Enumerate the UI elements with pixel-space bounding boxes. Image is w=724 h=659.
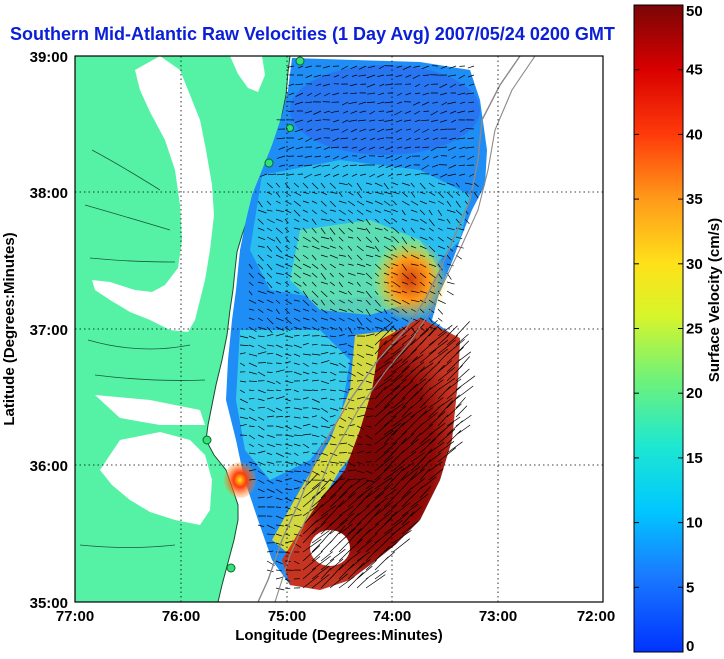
y-tick-label: 37:00 <box>30 322 68 339</box>
colorbar-tick-label: 35 <box>686 191 703 208</box>
x-axis-label: Longitude (Degrees:Minutes) <box>235 627 443 644</box>
colorbar-tick-label: 20 <box>686 385 703 402</box>
y-tick-labels: 39:00 38:00 37:00 36:00 35:00 <box>30 49 68 612</box>
y-axis-label: Latitude (Degrees:Minutes) <box>1 232 18 425</box>
tributary-rivers <box>79 149 206 548</box>
plot-frame <box>74 55 604 603</box>
colorbar-tick-label: 40 <box>686 126 703 143</box>
colorbar: 0 5 10 15 20 25 30 35 40 45 50 Surface Velocity (c… <box>633 3 723 655</box>
station-marker <box>286 124 294 132</box>
velocity-zone-north <box>290 65 480 155</box>
y-tick-label: 36:00 <box>30 458 68 475</box>
albemarle-sound <box>95 395 205 425</box>
colorbar-gradient <box>633 4 684 653</box>
station-marker <box>264 158 274 168</box>
colorbar-tick-label: 25 <box>686 321 703 338</box>
velocity-hotspot-hatteras <box>224 462 256 498</box>
y-tick-label: 38:00 <box>30 185 68 202</box>
colorbar-tick-label: 45 <box>686 62 703 79</box>
colorbar-label: Surface Velocity (cm/s) <box>706 218 723 382</box>
delaware-bay <box>230 56 265 92</box>
x-tick-label: 72:00 <box>577 608 615 625</box>
station-marker <box>226 563 236 573</box>
colorbar-tick-label: 30 <box>686 256 703 273</box>
x-tick-label: 77:00 <box>56 608 94 625</box>
y-tick-label: 35:00 <box>30 595 68 612</box>
colorbar-ticks: 0 5 10 15 20 25 30 35 40 45 50 <box>634 3 703 655</box>
x-tick-label: 73:00 <box>479 608 517 625</box>
map-grid <box>75 56 603 602</box>
velocity-data-gap <box>310 530 350 566</box>
x-tick-labels: 77:00 76:00 75:00 74:00 73:00 72:00 <box>56 608 615 625</box>
velocity-zone-transition <box>272 330 400 555</box>
colorbar-tick-label: 50 <box>686 3 703 20</box>
chesapeake-bay <box>92 56 214 332</box>
station-marker <box>295 56 305 66</box>
velocity-zone-gulfstream <box>282 318 460 590</box>
velocity-vectors <box>239 65 479 591</box>
velocity-zone-warm <box>372 238 448 322</box>
velocity-vector-lines <box>239 65 479 591</box>
colorbar-tick-label: 10 <box>686 515 703 532</box>
colorbar-tick-label: 5 <box>686 579 694 596</box>
map-panel <box>75 56 603 602</box>
x-tick-label: 74:00 <box>373 608 411 625</box>
pamlico-sound <box>100 432 212 525</box>
colorbar-tick-label: 15 <box>686 450 703 467</box>
x-tick-label: 76:00 <box>162 608 200 625</box>
y-tick-label: 39:00 <box>30 49 68 66</box>
hf-radar-stations <box>202 56 305 573</box>
bathymetry-contour <box>257 56 521 602</box>
velocity-zone-southwest <box>236 330 350 480</box>
station-marker <box>202 435 212 445</box>
bathymetry-contour-2 <box>274 56 536 602</box>
colorbar-tick-label: 0 <box>686 638 694 655</box>
figure-title: Southern Mid-Atlantic Raw Velocities (1 … <box>10 24 615 44</box>
x-tick-label: 75:00 <box>268 608 306 625</box>
